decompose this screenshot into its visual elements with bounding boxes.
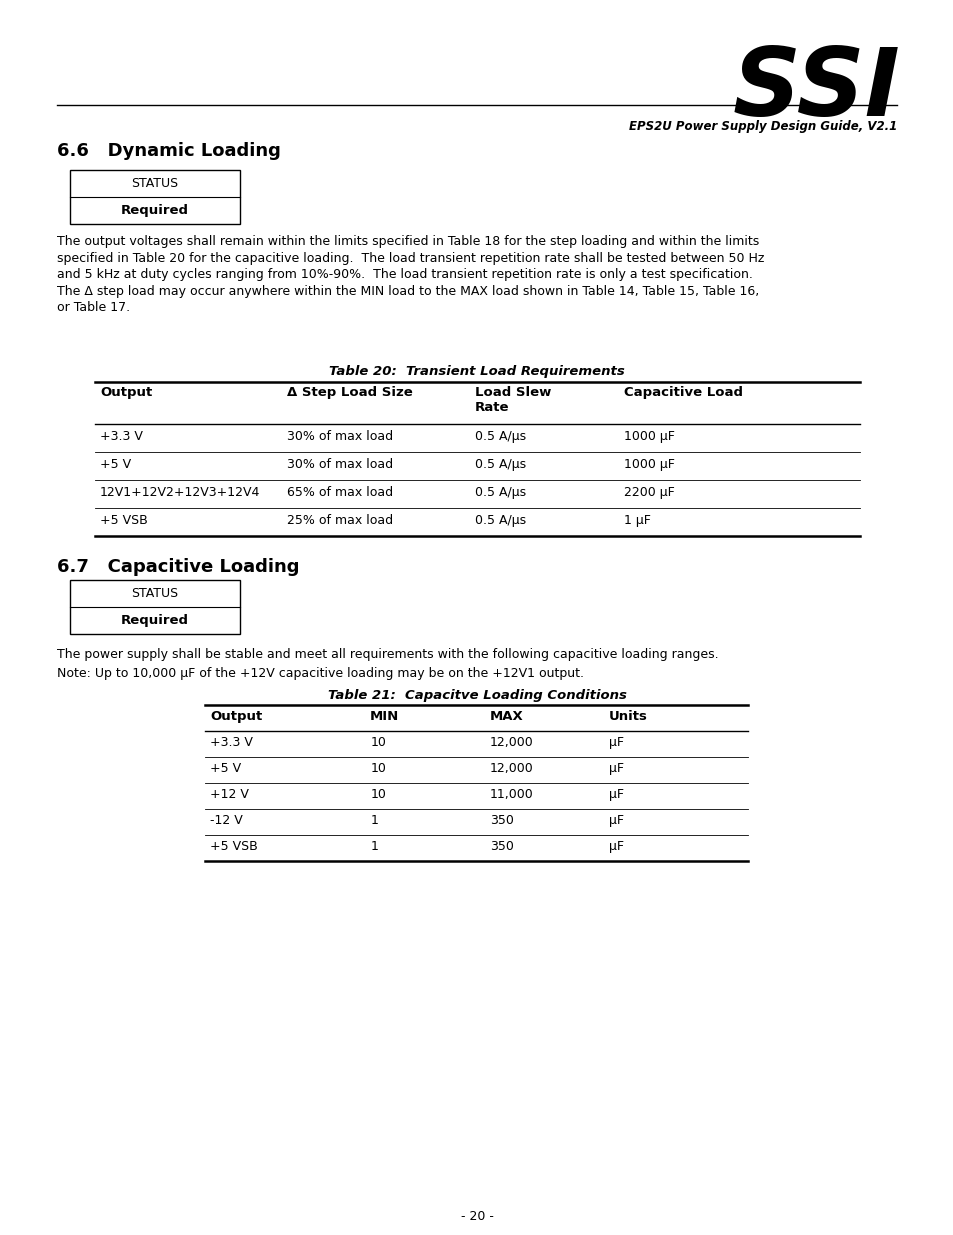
Text: +3.3 V: +3.3 V xyxy=(100,430,143,443)
Text: Load Slew: Load Slew xyxy=(475,387,551,399)
Text: 30% of max load: 30% of max load xyxy=(287,430,394,443)
Text: μF: μF xyxy=(608,840,623,853)
Text: The output voltages shall remain within the limits specified in Table 18 for the: The output voltages shall remain within … xyxy=(57,235,759,248)
Text: Capacitive Load: Capacitive Load xyxy=(623,387,742,399)
Bar xyxy=(70,580,240,634)
Text: 12,000: 12,000 xyxy=(489,736,533,748)
Text: μF: μF xyxy=(608,762,623,776)
Text: Table 20:  Transient Load Requirements: Table 20: Transient Load Requirements xyxy=(329,366,624,378)
Text: μF: μF xyxy=(608,736,623,748)
Text: 6.6   Dynamic Loading: 6.6 Dynamic Loading xyxy=(57,142,280,161)
Text: Required: Required xyxy=(121,614,189,626)
Text: The power supply shall be stable and meet all requirements with the following ca: The power supply shall be stable and mee… xyxy=(57,648,718,661)
Bar xyxy=(70,170,240,224)
Text: SSI: SSI xyxy=(732,44,899,136)
Text: +5 VSB: +5 VSB xyxy=(210,840,257,853)
Text: 350: 350 xyxy=(489,840,513,853)
Text: 11,000: 11,000 xyxy=(489,788,533,802)
Text: specified in Table 20 for the capacitive loading.  The load transient repetition: specified in Table 20 for the capacitive… xyxy=(57,252,763,264)
Text: Δ Step Load Size: Δ Step Load Size xyxy=(287,387,413,399)
Text: MIN: MIN xyxy=(370,710,399,722)
Text: μF: μF xyxy=(608,814,623,827)
Text: 10: 10 xyxy=(370,788,386,802)
Text: Required: Required xyxy=(121,204,189,216)
Text: +5 V: +5 V xyxy=(210,762,241,776)
Text: Units: Units xyxy=(608,710,647,722)
Text: 0.5 A/μs: 0.5 A/μs xyxy=(475,514,525,527)
Text: STATUS: STATUS xyxy=(132,177,178,189)
Text: Table 21:  Capacitve Loading Conditions: Table 21: Capacitve Loading Conditions xyxy=(327,689,626,701)
Text: or Table 17.: or Table 17. xyxy=(57,301,130,314)
Text: +5 V: +5 V xyxy=(100,458,131,471)
Text: 1000 μF: 1000 μF xyxy=(623,430,674,443)
Text: 0.5 A/μs: 0.5 A/μs xyxy=(475,458,525,471)
Text: 1: 1 xyxy=(370,840,377,853)
Text: 1: 1 xyxy=(370,814,377,827)
Text: STATUS: STATUS xyxy=(132,587,178,599)
Text: 350: 350 xyxy=(489,814,513,827)
Text: EPS2U Power Supply Design Guide, V2.1: EPS2U Power Supply Design Guide, V2.1 xyxy=(628,120,896,133)
Text: Note: Up to 10,000 μF of the +12V capacitive loading may be on the +12V1 output.: Note: Up to 10,000 μF of the +12V capaci… xyxy=(57,667,583,680)
Text: 1 μF: 1 μF xyxy=(623,514,650,527)
Text: Output: Output xyxy=(210,710,262,722)
Text: - 20 -: - 20 - xyxy=(460,1210,493,1223)
Text: -12 V: -12 V xyxy=(210,814,242,827)
Text: 10: 10 xyxy=(370,736,386,748)
Text: +3.3 V: +3.3 V xyxy=(210,736,253,748)
Text: and 5 kHz at duty cycles ranging from 10%-90%.  The load transient repetition ra: and 5 kHz at duty cycles ranging from 10… xyxy=(57,268,752,282)
Text: 0.5 A/μs: 0.5 A/μs xyxy=(475,487,525,499)
Text: μF: μF xyxy=(608,788,623,802)
Text: 6.7   Capacitive Loading: 6.7 Capacitive Loading xyxy=(57,558,299,576)
Text: Output: Output xyxy=(100,387,152,399)
Text: 30% of max load: 30% of max load xyxy=(287,458,394,471)
Text: +5 VSB: +5 VSB xyxy=(100,514,148,527)
Text: +12 V: +12 V xyxy=(210,788,249,802)
Text: 12,000: 12,000 xyxy=(489,762,533,776)
Text: 65% of max load: 65% of max load xyxy=(287,487,394,499)
Text: 2200 μF: 2200 μF xyxy=(623,487,674,499)
Text: 12V1+12V2+12V3+12V4: 12V1+12V2+12V3+12V4 xyxy=(100,487,260,499)
Text: The Δ step load may occur anywhere within the MIN load to the MAX load shown in : The Δ step load may occur anywhere withi… xyxy=(57,284,759,298)
Text: 1000 μF: 1000 μF xyxy=(623,458,674,471)
Text: 0.5 A/μs: 0.5 A/μs xyxy=(475,430,525,443)
Text: MAX: MAX xyxy=(489,710,523,722)
Text: 25% of max load: 25% of max load xyxy=(287,514,394,527)
Text: Rate: Rate xyxy=(475,401,509,414)
Text: 10: 10 xyxy=(370,762,386,776)
